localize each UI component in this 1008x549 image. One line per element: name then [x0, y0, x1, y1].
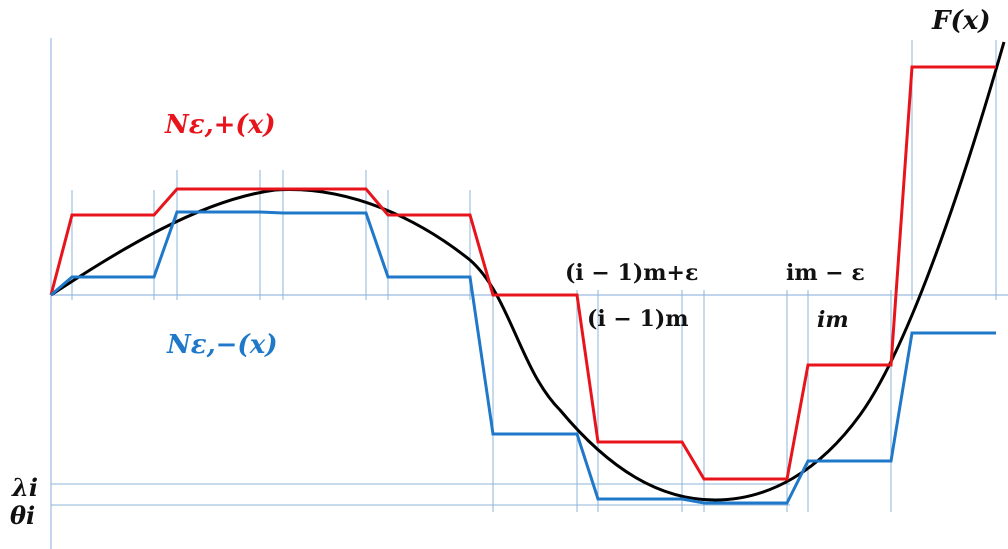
tick-label-im-minus-eps: im − ε	[786, 260, 865, 286]
upper-envelope-line	[49, 65, 996, 481]
lower-envelope-label: Nε,−(x)	[167, 330, 278, 360]
upper-envelope-label: Nε,+(x)	[165, 110, 276, 140]
lambda-label: λi	[12, 473, 38, 502]
function-label: F(x)	[932, 6, 991, 36]
tick-label-i-minus-1-m: (i − 1)m	[587, 306, 689, 332]
lower-envelope-line	[50, 210, 996, 505]
tick-label-i-minus-1-m-plus-eps: (i − 1)m+ε	[565, 260, 699, 286]
tick-label-im: im	[817, 307, 849, 333]
theta-label: θi	[10, 501, 36, 530]
